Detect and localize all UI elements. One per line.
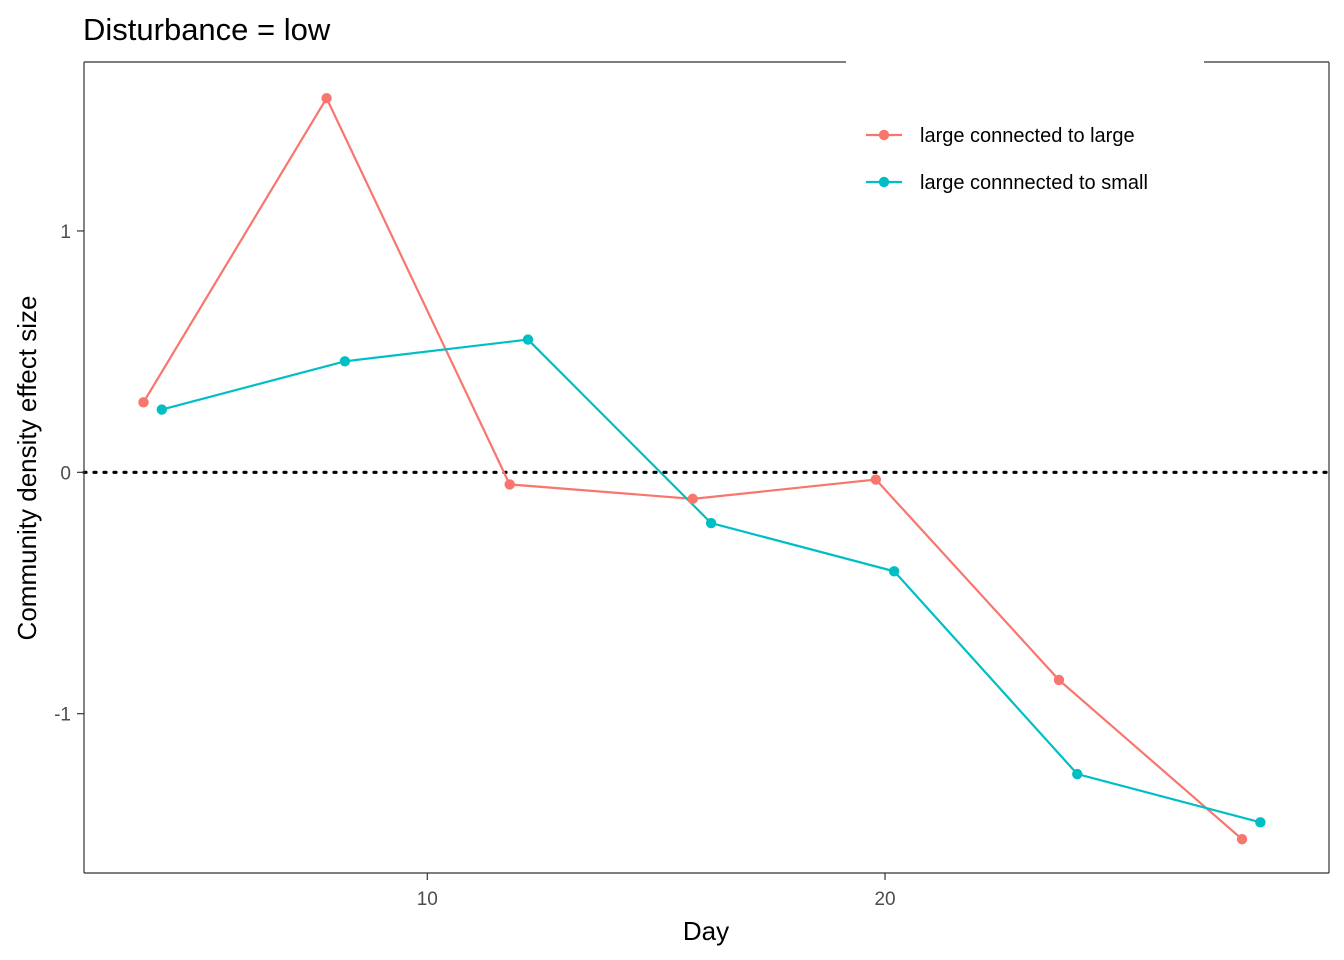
data-point-s2-4 (705, 517, 717, 529)
x-axis-title: Day (683, 916, 729, 946)
data-point-s2-3 (522, 334, 534, 345)
data-point-s1-7 (1236, 834, 1248, 845)
data-point-s1-3 (504, 479, 515, 490)
data-point-s1-6 (1053, 674, 1065, 686)
data-point-s1-1 (138, 397, 149, 408)
data-point-s2-1 (156, 404, 168, 415)
series-line-2 (161, 338, 1261, 824)
legend-box (846, 56, 1204, 212)
y-tick-label-1: -1 (54, 705, 71, 726)
legend-key-point-2 (878, 176, 890, 188)
chart-title: Disturbance = low (83, 12, 331, 47)
data-point-s1-2 (321, 93, 332, 104)
data-point-s1-5 (870, 474, 882, 485)
data-point-s2-6 (1072, 768, 1083, 780)
legend-label-1: large connected to large (920, 125, 1135, 147)
data-point-s1-4 (687, 493, 698, 505)
y-tick-label-3: 1 (60, 222, 71, 243)
legend-label-2: large connnected to small (920, 172, 1148, 194)
legend-key-point-1 (878, 129, 890, 141)
x-tick-label-2: 20 (874, 889, 895, 910)
data-point-s2-5 (888, 566, 900, 577)
data-point-s2-2 (339, 356, 351, 367)
plot-area: large connected to large large connnected… (54, 56, 1331, 910)
y-tick-label-2: 0 (60, 463, 71, 484)
y-axis-title: Community density effect size (12, 296, 42, 641)
x-tick-label-1: 10 (417, 889, 438, 910)
data-point-s2-7 (1255, 817, 1266, 828)
